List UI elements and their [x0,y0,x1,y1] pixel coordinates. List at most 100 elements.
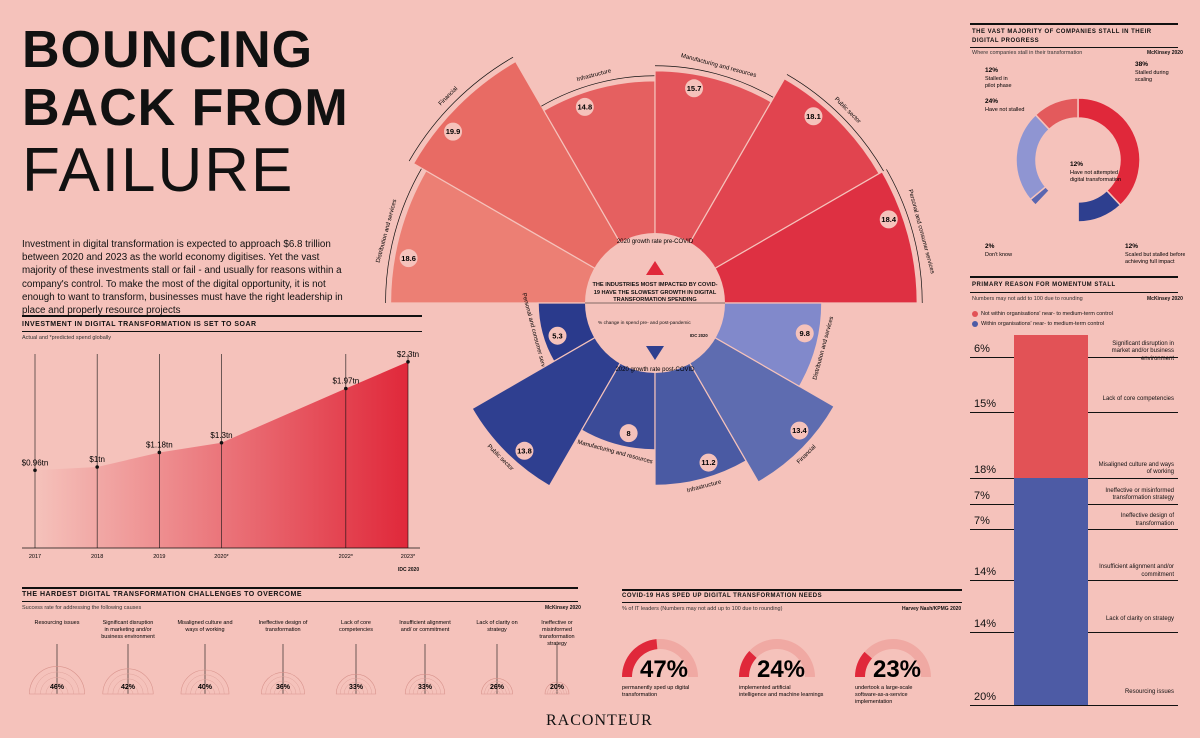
investment-value-label: $0.96tn [22,458,49,467]
investment-title: Investment in digital transformation is … [22,321,257,328]
investment-year-label: 2019 [153,554,165,560]
challenge-category: Significant disruption [103,620,154,626]
challenge-category: Lack of core [341,620,371,626]
post-covid-value: 9.8 [800,329,810,338]
investment-value-label: $1.3tn [210,431,232,440]
gauge-category: intelligence and machine learnings [739,692,824,698]
challenge-category: transformation [539,634,574,640]
challenge-ring [117,683,139,695]
gauge-category: implementation [855,699,892,705]
covid-source: Harvey Nash/KPMG 2020 [902,606,962,612]
investment-point [344,386,348,391]
challenge-value: 33% [349,684,364,691]
pre-covid-value: 18.1 [806,112,821,121]
momentum-segment [1014,335,1088,357]
challenge-category: strategy [487,627,507,633]
pre-covid-arc [886,169,923,304]
challenge-ring [195,684,215,695]
post-covid-value: 8 [627,429,631,438]
challenges-subtitle: Success rate for addressing the followin… [22,605,142,611]
value-badge [575,97,594,116]
momentum-value: 14% [974,617,997,630]
gauge-category: transformation [622,692,657,698]
momentum-segment [1014,477,1088,504]
challenge-value: 36% [276,684,291,691]
gauge-fill [855,651,872,677]
legend-dot-blue [972,321,978,327]
value-badge [619,424,638,443]
investment-value-label: $1.97tn [332,377,359,386]
pre-covid-value: 14.8 [578,102,593,111]
challenge-half-circle [102,668,154,695]
title-line-1: BOUNCING [22,21,314,79]
challenge-ring [351,689,361,695]
value-badge [685,79,704,98]
gauge-track [855,639,931,677]
covid-title: COVID-19 has sped up digital transformat… [622,593,823,599]
stall-title: The vast majority of companies stall in … [972,29,1152,44]
challenge-category: in marketing and/or [104,627,151,633]
stall-category: scaling [1135,77,1152,83]
challenge-ring [269,680,297,695]
challenge-ring [339,677,373,695]
challenge-ring [343,681,369,695]
investment-year-label: 2018 [91,554,103,560]
covid-subtitle: % of IT leaders (Numbers may not add up … [622,606,783,612]
challenge-ring [551,689,563,695]
value-badge [515,441,534,460]
legend-dot-red [972,311,978,317]
investment-point [406,360,410,364]
challenge-ring [190,679,220,695]
challenge-category: misinformed [542,627,572,633]
stall-value: 38% [1135,61,1148,68]
stall-category: Have not attempted [1070,170,1118,176]
pre-covid-value: 18.4 [881,215,896,224]
momentum-value: 7% [974,489,990,502]
pre-covid-value: 19.9 [446,127,461,136]
challenge-ring [416,685,434,695]
challenge-ring [199,689,211,695]
industries-title: The industries most impacted by COVID-19… [592,282,718,303]
investment-chart: $0.96tn 2017 $1tn 2018 $1.18tn 2019 $1.3tn 2020… [22,350,420,560]
stall-category: digital transformation [1070,177,1121,183]
investment-year-label: 2017 [29,554,41,560]
gauge-fill [739,650,757,677]
section-rule [970,23,1178,25]
challenge-half-circle [180,669,230,695]
gauge-value: 47% [640,656,688,683]
challenge-category: Insufficient alignment [399,620,451,626]
momentum-segment [1014,529,1088,581]
section-rule [22,315,422,317]
brand-logo: RACONTEUR [546,712,653,729]
momentum-category: Significant disruption in market and/or … [1111,340,1174,362]
investment-source: IDC 2020 [398,567,420,573]
gauge-value: 24% [757,656,805,683]
section-rule [622,589,962,591]
stall-value: 12% [1125,243,1138,250]
stall-value: 24% [985,98,998,105]
momentum-divider [970,705,1178,706]
pre-covid-arc [654,65,774,98]
momentum-title: Primary reason for momentum stall [972,282,1116,288]
post-covid-value: 5.3 [552,331,562,340]
investment-year-label: 2023* [401,554,416,560]
section-rule [970,292,1178,293]
challenge-value: 33% [418,684,433,691]
challenge-ring [490,687,504,695]
challenge-value: 40% [198,684,213,691]
covid-chart: 47% permanently sped up digitaltransforma… [622,639,931,705]
stall-segment [1034,97,1079,131]
value-badge [399,249,418,268]
challenge-value: 26% [490,684,505,691]
challenge-category: Resourcing issues [35,620,80,626]
pre-covid-arc [541,75,656,107]
challenge-half-circle [544,681,570,695]
momentum-category: Lack of core competencies [1102,395,1174,402]
investment-value-label: $1tn [89,455,105,464]
stall-category: Stalled during [1135,70,1169,76]
challenges-chart: 46% Resourcing issues 42% Significant disru… [29,620,575,695]
challenge-value: 20% [550,684,565,691]
challenge-ring [484,681,510,695]
momentum-category: Ineffective design of transformation [1120,513,1174,527]
